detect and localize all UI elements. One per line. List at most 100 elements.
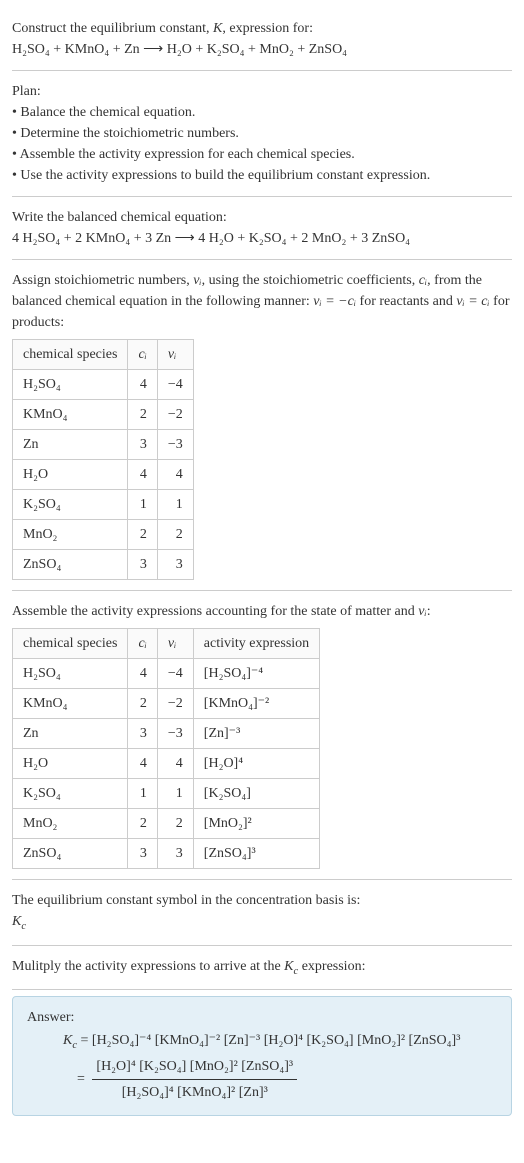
intro-text-b: , expression for: — [222, 21, 313, 36]
balanced-equation: 4 H₂SO₄ + 2 KMnO₄ + 3 Zn ⟶ 4 H₂O + K₂SO₄… — [12, 228, 512, 249]
table-row: KMnO₄2−2 — [13, 400, 194, 430]
mult-K: K — [284, 959, 293, 974]
intro-section: Construct the equilibrium constant, K, e… — [12, 8, 512, 71]
nu-cell: 1 — [157, 490, 193, 520]
ci-cell: 1 — [128, 779, 157, 809]
plan-title: Plan: — [12, 81, 512, 102]
table-row: Zn3−3 — [13, 430, 194, 460]
answer-label: Answer: — [27, 1007, 497, 1028]
table-row: K₂SO₄11[K₂SO₄] — [13, 779, 320, 809]
table-header: chemical species — [13, 629, 128, 659]
nu-cell: −3 — [157, 719, 193, 749]
table-header: cᵢ — [128, 629, 157, 659]
species-cell: KMnO₄ — [13, 400, 128, 430]
mult-text-a: Mulitply the activity expressions to arr… — [12, 959, 284, 974]
ci-cell: 2 — [128, 520, 157, 550]
ci-cell: 3 — [128, 719, 157, 749]
table-header: chemical species — [13, 340, 128, 370]
species-cell: H₂O — [13, 460, 128, 490]
ci-cell: 1 — [128, 490, 157, 520]
table-header: cᵢ — [128, 340, 157, 370]
species-cell: ZnSO₄ — [13, 550, 128, 580]
nu-cell: −3 — [157, 430, 193, 460]
species-cell: K₂SO₄ — [13, 490, 128, 520]
stoich-rule2: νᵢ = cᵢ — [456, 294, 489, 309]
stoich-table: chemical species cᵢ νᵢ H₂SO₄4−4 KMnO₄2−2… — [12, 339, 194, 580]
table-row: MnO₂22 — [13, 520, 194, 550]
ci-cell: 4 — [128, 460, 157, 490]
table-header: activity expression — [193, 629, 319, 659]
activity-cell: [KMnO₄]⁻² — [193, 689, 319, 719]
fraction-numerator: [H₂O]⁴ [K₂SO₄] [MnO₂]² [ZnSO₄]³ — [92, 1056, 297, 1080]
nu-cell: −4 — [157, 659, 193, 689]
fraction-denominator: [H₂SO₄]⁴ [KMnO₄]² [Zn]³ — [92, 1080, 297, 1103]
eqsym-sub: c — [21, 921, 26, 932]
intro-text-a: Construct the equilibrium constant, — [12, 21, 213, 36]
stoich-ci: cᵢ — [419, 273, 427, 288]
answer-eq2-pre: = — [77, 1071, 88, 1086]
eqsym-line: The equilibrium constant symbol in the c… — [12, 890, 512, 911]
intro-equation: H₂SO₄ + KMnO₄ + Zn ⟶ H₂O + K₂SO₄ + MnO₂ … — [12, 39, 512, 60]
species-cell: H₂SO₄ — [13, 659, 128, 689]
table-header-row: chemical species cᵢ νᵢ activity expressi… — [13, 629, 320, 659]
species-cell: ZnSO₄ — [13, 839, 128, 869]
species-cell: H₂O — [13, 749, 128, 779]
stoich-intro: Assign stoichiometric numbers, νᵢ, using… — [12, 270, 512, 333]
nu-cell: 1 — [157, 779, 193, 809]
species-cell: H₂SO₄ — [13, 370, 128, 400]
species-cell: K₂SO₄ — [13, 779, 128, 809]
balanced-title: Write the balanced chemical equation: — [12, 207, 512, 228]
mult-text-b: expression: — [298, 959, 365, 974]
answer-box: Answer: Kc = [H₂SO₄]⁻⁴ [KMnO₄]⁻² [Zn]⁻³ … — [12, 996, 512, 1116]
ci-cell: 3 — [128, 839, 157, 869]
activity-cell: [H₂O]⁴ — [193, 749, 319, 779]
ci-cell: 2 — [128, 809, 157, 839]
eqsym-section: The equilibrium constant symbol in the c… — [12, 880, 512, 946]
plan-item: • Determine the stoichiometric numbers. — [12, 123, 512, 144]
table-header: νᵢ — [157, 340, 193, 370]
balanced-section: Write the balanced chemical equation: 4 … — [12, 197, 512, 260]
nu-cell: 4 — [157, 749, 193, 779]
table-row: H₂SO₄4−4 — [13, 370, 194, 400]
answer-eq1: Kc = [H₂SO₄]⁻⁴ [KMnO₄]⁻² [Zn]⁻³ [H₂O]⁴ [… — [27, 1030, 497, 1054]
species-cell: Zn — [13, 719, 128, 749]
nu-cell: 3 — [157, 550, 193, 580]
activity-nu: νᵢ — [418, 604, 426, 619]
stoich-text-d: for reactants and — [356, 294, 456, 309]
plan-item: • Balance the chemical equation. — [12, 102, 512, 123]
nu-cell: 2 — [157, 809, 193, 839]
activity-text-b: : — [427, 604, 431, 619]
table-row: ZnSO₄33 — [13, 550, 194, 580]
plan-section: Plan: • Balance the chemical equation. •… — [12, 71, 512, 197]
answer-eq2: = [H₂O]⁴ [K₂SO₄] [MnO₂]² [ZnSO₄]³ [H₂SO₄… — [27, 1056, 497, 1103]
ci-cell: 3 — [128, 430, 157, 460]
stoich-rule1: νᵢ = −cᵢ — [313, 294, 356, 309]
table-row: ZnSO₄33[ZnSO₄]³ — [13, 839, 320, 869]
ci-cell: 4 — [128, 659, 157, 689]
table-row: H₂O44[H₂O]⁴ — [13, 749, 320, 779]
stoich-text-b: , using the stoichiometric coefficients, — [202, 273, 419, 288]
activity-cell: [ZnSO₄]³ — [193, 839, 319, 869]
nu-cell: −2 — [157, 400, 193, 430]
activity-cell: [Zn]⁻³ — [193, 719, 319, 749]
table-row: KMnO₄2−2[KMnO₄]⁻² — [13, 689, 320, 719]
activity-cell: [MnO₂]² — [193, 809, 319, 839]
table-row: MnO₂22[MnO₂]² — [13, 809, 320, 839]
plan-item: • Use the activity expressions to build … — [12, 165, 512, 186]
ci-cell: 2 — [128, 689, 157, 719]
activity-section: Assemble the activity expressions accoun… — [12, 591, 512, 880]
stoich-section: Assign stoichiometric numbers, νᵢ, using… — [12, 260, 512, 591]
nu-cell: −4 — [157, 370, 193, 400]
species-cell: MnO₂ — [13, 809, 128, 839]
mult-section: Mulitply the activity expressions to arr… — [12, 946, 512, 991]
activity-cell: [K₂SO₄] — [193, 779, 319, 809]
species-cell: KMnO₄ — [13, 689, 128, 719]
nu-cell: 2 — [157, 520, 193, 550]
eqsym-symbol: Kc — [12, 911, 512, 935]
table-header: νᵢ — [157, 629, 193, 659]
activity-title: Assemble the activity expressions accoun… — [12, 601, 512, 622]
intro-line: Construct the equilibrium constant, K, e… — [12, 18, 512, 39]
intro-K: K — [213, 21, 222, 36]
ci-cell: 4 — [128, 749, 157, 779]
plan-item: • Assemble the activity expression for e… — [12, 144, 512, 165]
